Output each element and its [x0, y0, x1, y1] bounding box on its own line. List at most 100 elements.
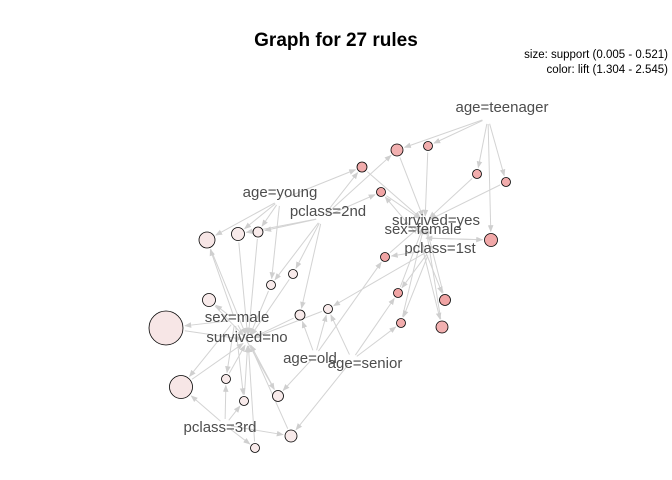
rule-edge: [209, 248, 234, 315]
rule-edge: [300, 223, 322, 309]
rule-node: [221, 374, 231, 384]
rule-edge: [215, 304, 231, 317]
rule-edge: [246, 238, 258, 335]
item-label-sex-female: sex=female: [384, 221, 461, 238]
rule-edge: [261, 204, 278, 227]
rule-node: [202, 293, 216, 307]
rule-edge: [228, 344, 246, 374]
rule-edge: [264, 218, 317, 232]
rule-node: [472, 169, 482, 179]
rule-edge: [184, 320, 230, 328]
rule-node: [501, 177, 511, 187]
rule-edge: [301, 320, 314, 351]
rule-edge: [210, 249, 247, 336]
rule-edge: [282, 360, 312, 392]
rule-node: [266, 280, 276, 290]
rule-edge: [330, 314, 350, 355]
rule-edge: [399, 157, 424, 218]
rule-edge: [269, 205, 280, 280]
rule-node: [198, 231, 216, 249]
rule-edge: [425, 236, 484, 243]
rule-edge: [402, 255, 429, 318]
rule-edge: [327, 194, 376, 217]
item-label-survived-no: survived=no: [206, 329, 287, 346]
rule-edge: [424, 227, 442, 320]
rule-edge: [325, 171, 359, 214]
rule-edge: [384, 196, 417, 234]
rule-node: [288, 269, 298, 279]
rule-node: [169, 375, 193, 399]
item-label-age-young: age=young: [243, 184, 318, 201]
rule-edge: [243, 345, 250, 395]
rule-node: [272, 390, 284, 402]
item-label-age-old: age=old: [283, 350, 337, 367]
rule-node: [380, 252, 390, 262]
rule-edge: [228, 405, 241, 421]
rule-edge: [249, 290, 269, 336]
edges-layer: [184, 119, 506, 445]
rule-edge: [235, 325, 246, 396]
rule-node: [231, 227, 245, 241]
rule-edge: [191, 343, 244, 380]
rule-edge: [487, 123, 494, 233]
rule-edge: [429, 184, 501, 220]
rule-edge: [401, 254, 427, 289]
rule-edge: [316, 314, 328, 351]
item-label-pclass-1st: pclass=1st: [404, 240, 476, 257]
rule-node: [439, 294, 451, 306]
rule-edge: [326, 154, 392, 215]
legend-size: size: support (0.005 - 0.521): [524, 49, 668, 61]
item-labels-layer: age=teenager age=young pclass=2nd surviv…: [184, 99, 549, 436]
rule-edge: [403, 119, 483, 148]
rule-edge: [476, 123, 488, 169]
rule-edge: [421, 243, 443, 294]
rule-node: [148, 310, 184, 346]
rule-edge: [433, 120, 483, 144]
rule-node: [390, 143, 404, 157]
rule-edge: [318, 261, 382, 352]
rule-edge: [229, 428, 251, 445]
rule-edge: [333, 252, 426, 307]
rule-edge: [295, 223, 320, 269]
rule-node: [323, 304, 333, 314]
rule-edge: [422, 152, 429, 217]
rule-nodes-layer: [148, 141, 511, 453]
rule-edge: [386, 195, 421, 220]
rule-edge: [250, 279, 290, 336]
item-label-pclass-2nd: pclass=2nd: [290, 203, 366, 220]
rule-edge: [252, 310, 323, 339]
rule-node: [252, 226, 264, 238]
rule-edge: [356, 326, 397, 357]
rule-node: [435, 320, 449, 334]
rule-node: [284, 429, 298, 443]
rule-edge: [190, 395, 221, 422]
rule-edge: [428, 178, 473, 219]
rule-node: [393, 288, 403, 298]
rule-node: [250, 443, 260, 453]
rule-edge: [225, 325, 235, 374]
rule-node: [376, 187, 386, 197]
rule-edge: [238, 242, 250, 335]
item-label-age-teenager: age=teenager: [455, 99, 548, 116]
rule-edge: [230, 425, 284, 437]
rule-edge: [246, 345, 256, 442]
item-label-age-senior: age=senior: [328, 355, 403, 372]
graph-title: Graph for 27 rules: [254, 30, 418, 51]
rule-edge: [215, 202, 275, 236]
rule-edge: [222, 384, 229, 420]
item-label-pclass-3rd: pclass=3rd: [184, 419, 257, 436]
rule-edge: [274, 222, 319, 281]
legend-color: color: lift (1.304 - 2.545): [547, 64, 669, 76]
rule-edge: [420, 243, 442, 320]
rule-edge: [244, 203, 276, 230]
item-label-survived-yes: survived=yes: [392, 212, 480, 229]
rule-node: [484, 233, 498, 247]
rule-edge: [389, 225, 422, 254]
rule-edge: [399, 226, 424, 288]
rule-node: [423, 141, 433, 151]
rule-edge: [354, 297, 395, 356]
rule-node: [356, 161, 368, 173]
rule-edge: [285, 169, 357, 199]
rule-edge: [295, 364, 349, 431]
